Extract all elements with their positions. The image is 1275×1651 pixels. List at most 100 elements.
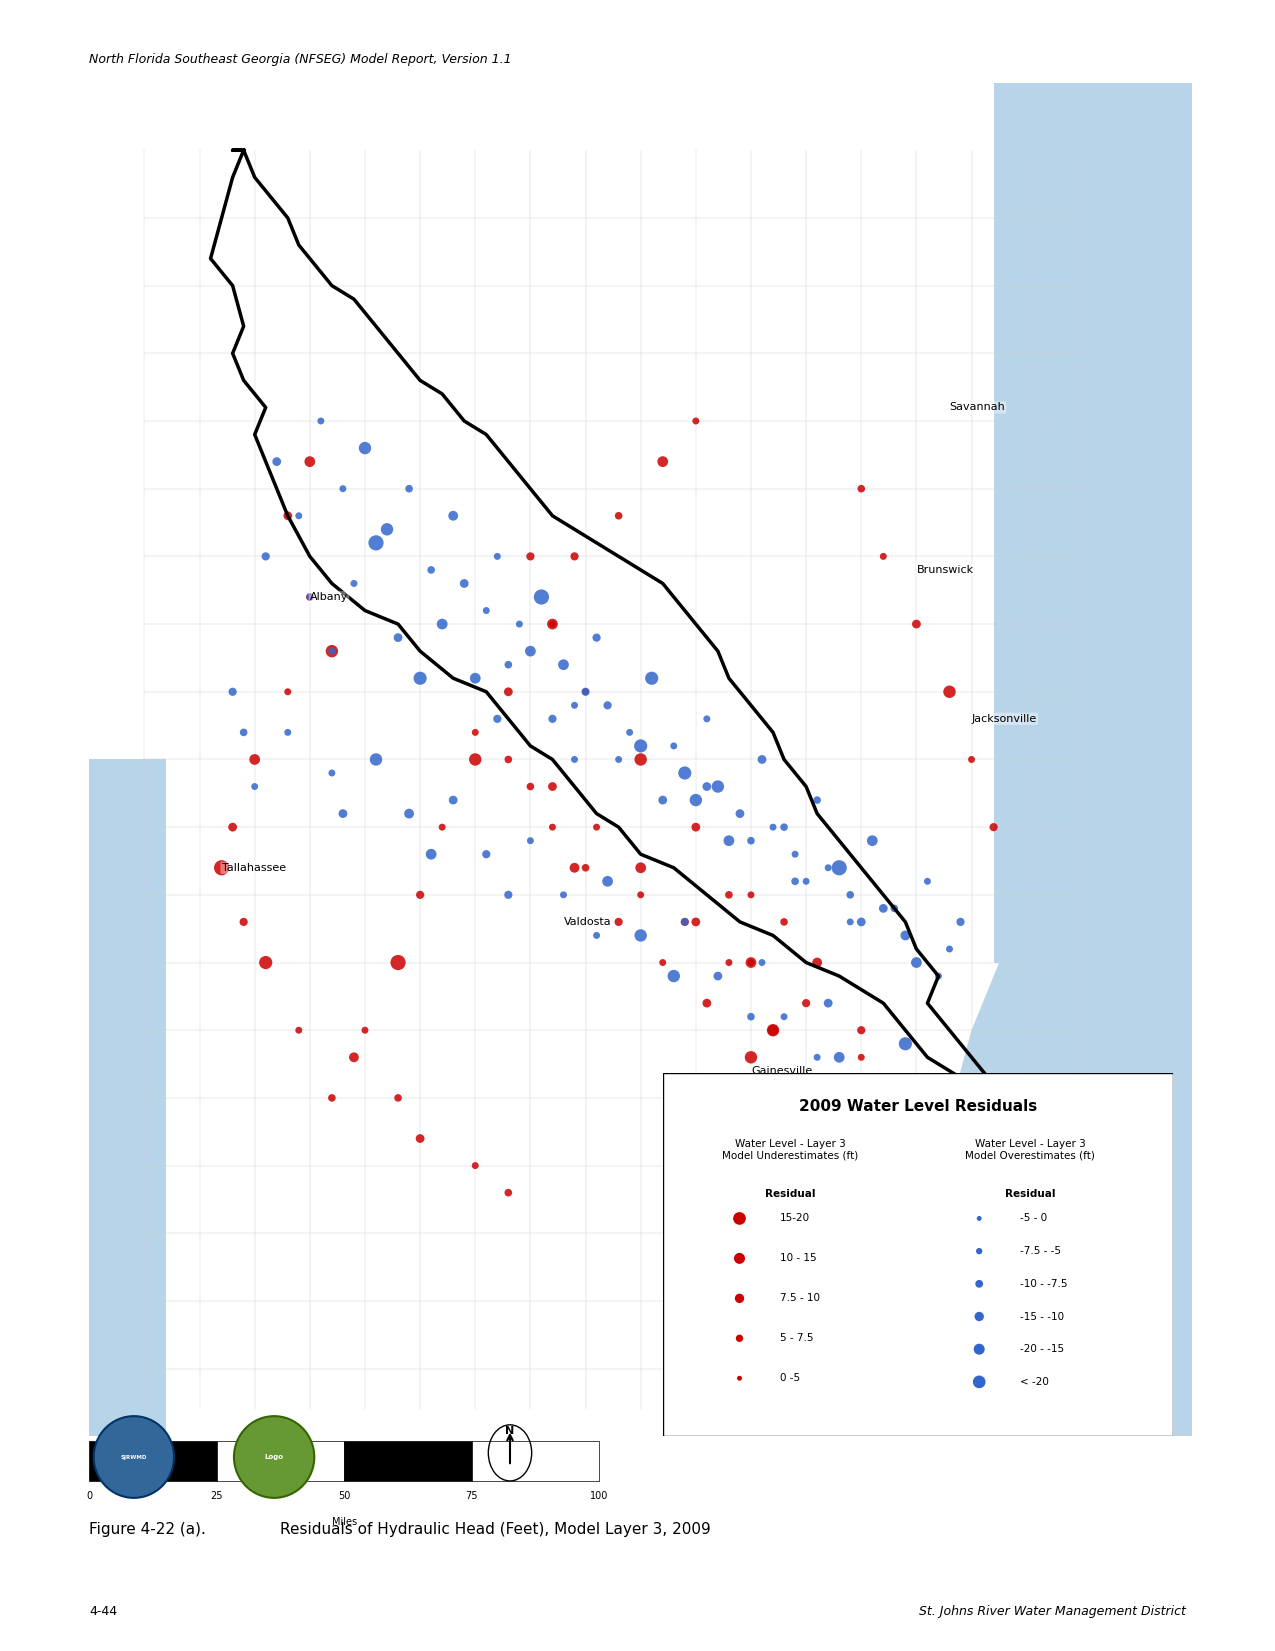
- Text: -20 - -15: -20 - -15: [1020, 1344, 1065, 1354]
- Point: [873, 543, 894, 570]
- Text: Brunswick: Brunswick: [917, 565, 974, 575]
- Point: [917, 1179, 937, 1205]
- Point: [686, 814, 706, 840]
- Point: [454, 570, 474, 596]
- Text: -7.5 - -5: -7.5 - -5: [1020, 1247, 1061, 1256]
- Point: [653, 949, 673, 976]
- Point: [873, 1085, 894, 1111]
- Text: < -20: < -20: [1020, 1377, 1049, 1387]
- Point: [796, 1085, 816, 1111]
- Point: [300, 584, 320, 611]
- Point: [917, 1126, 937, 1152]
- Point: [969, 1336, 989, 1362]
- Point: [388, 624, 408, 650]
- Point: [586, 814, 607, 840]
- Point: [686, 788, 706, 814]
- Point: [487, 543, 507, 570]
- Point: [432, 611, 453, 637]
- Point: [344, 570, 365, 596]
- Point: [278, 502, 298, 528]
- Text: 0: 0: [87, 1491, 92, 1501]
- Point: [969, 1238, 989, 1265]
- Point: [586, 923, 607, 949]
- Point: [321, 759, 342, 786]
- Point: [212, 855, 232, 882]
- Point: [542, 611, 562, 637]
- Point: [850, 1017, 871, 1043]
- Point: [796, 868, 816, 895]
- Point: [532, 584, 552, 611]
- Point: [807, 1043, 827, 1070]
- Point: [366, 746, 386, 773]
- Point: [542, 814, 562, 840]
- Point: [620, 720, 640, 746]
- Point: [421, 556, 441, 583]
- Point: [729, 1205, 750, 1232]
- Point: [829, 1043, 849, 1070]
- Point: [686, 908, 706, 934]
- Point: [729, 1245, 750, 1271]
- Point: [288, 502, 309, 528]
- Point: [278, 679, 298, 705]
- Point: [969, 1303, 989, 1329]
- Point: [630, 733, 650, 759]
- Point: [377, 517, 398, 543]
- Point: [708, 963, 728, 989]
- Point: [388, 949, 408, 976]
- Point: [762, 814, 783, 840]
- Text: Jacksonville: Jacksonville: [972, 713, 1037, 723]
- Point: [520, 637, 541, 664]
- Point: [807, 949, 827, 976]
- Point: [873, 895, 894, 921]
- Text: Albany: Albany: [310, 593, 348, 603]
- Point: [850, 475, 871, 502]
- Point: [686, 408, 706, 434]
- Text: Miles: Miles: [332, 1517, 357, 1527]
- Point: [630, 923, 650, 949]
- Point: [321, 1085, 342, 1111]
- Point: [850, 908, 871, 934]
- Point: [520, 827, 541, 854]
- Point: [708, 773, 728, 799]
- Bar: [89, 759, 167, 1436]
- Point: [819, 855, 839, 882]
- Point: [476, 840, 496, 867]
- Point: [233, 908, 254, 934]
- Circle shape: [235, 1417, 314, 1497]
- Point: [741, 949, 761, 976]
- Point: [719, 827, 739, 854]
- Point: [741, 827, 761, 854]
- Point: [233, 720, 254, 746]
- Point: [598, 692, 618, 718]
- Point: [796, 991, 816, 1017]
- Text: N: N: [505, 1426, 515, 1436]
- Point: [840, 882, 861, 908]
- Point: [940, 679, 960, 705]
- Point: [895, 1030, 915, 1057]
- Text: 5 - 7.5: 5 - 7.5: [780, 1334, 813, 1344]
- Text: Valdosta: Valdosta: [564, 916, 611, 926]
- Point: [907, 949, 927, 976]
- Text: -10 - -7.5: -10 - -7.5: [1020, 1280, 1067, 1289]
- Text: 15-20: 15-20: [780, 1213, 811, 1223]
- Point: [873, 1152, 894, 1179]
- Point: [553, 882, 574, 908]
- Point: [696, 991, 717, 1017]
- Point: [411, 1126, 431, 1152]
- Text: Ocala: Ocala: [773, 1187, 805, 1197]
- Text: 2009 Water Level Residuals: 2009 Water Level Residuals: [799, 1098, 1037, 1113]
- Point: [255, 949, 275, 976]
- Text: Residual: Residual: [1005, 1189, 1056, 1199]
- Point: [565, 692, 585, 718]
- Point: [222, 814, 242, 840]
- Point: [641, 665, 662, 692]
- Text: Water Level - Layer 3
Model Overestimates (ft): Water Level - Layer 3 Model Overestimate…: [965, 1139, 1095, 1161]
- Point: [565, 855, 585, 882]
- Point: [884, 1085, 904, 1111]
- Point: [774, 1004, 794, 1030]
- Point: [499, 652, 519, 679]
- Point: [366, 530, 386, 556]
- Point: [719, 949, 739, 976]
- Point: [300, 584, 320, 611]
- Point: [961, 746, 982, 773]
